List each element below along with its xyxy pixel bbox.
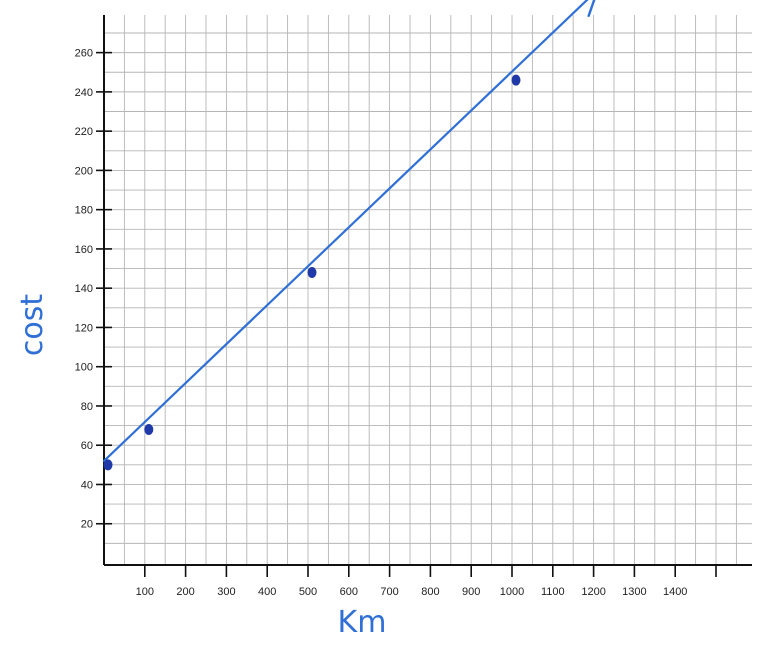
x-tick-label: 1000 <box>500 586 524 598</box>
x-tick-label: 900 <box>462 586 480 598</box>
x-tick-label: 1300 <box>622 586 646 598</box>
trend-line <box>102 0 589 463</box>
x-axis-title: Km <box>338 605 387 640</box>
data-point <box>144 424 154 436</box>
y-tick-label: 100 <box>75 362 93 374</box>
axes <box>103 15 752 566</box>
y-tick-label: 160 <box>75 244 93 256</box>
x-tick-label: 1200 <box>581 586 605 598</box>
data-points <box>103 74 521 471</box>
y-axis-title: cost <box>15 294 50 356</box>
y-tick-label: 260 <box>75 48 93 60</box>
x-tick-label: 400 <box>258 586 276 598</box>
y-tick-label: 200 <box>75 165 93 177</box>
x-tick-label: 800 <box>421 586 439 598</box>
x-tick-label: 300 <box>217 586 235 598</box>
y-tick-label: 240 <box>75 87 93 99</box>
y-tick-label: 20 <box>81 519 93 531</box>
ticks <box>96 51 717 577</box>
y-tick-labels: 20 40 60 80 100 120 140 160 180 200 220 240 260 <box>75 48 93 531</box>
data-point <box>511 74 521 86</box>
x-tick-label: 600 <box>340 586 358 598</box>
x-tick-label: 700 <box>380 586 398 598</box>
x-tick-label: 1100 <box>541 586 565 598</box>
x-tick-label: 500 <box>299 586 317 598</box>
x-tick-labels: 100 200 300 400 500 600 700 800 900 1000 1100 1200 1… <box>136 586 688 598</box>
trend-line-group <box>102 0 596 463</box>
x-tick-label: 200 <box>176 586 194 598</box>
y-tick-label: 120 <box>75 322 93 334</box>
grid-lines <box>104 15 752 565</box>
x-tick-label: 1400 <box>663 586 687 598</box>
y-tick-label: 80 <box>81 401 93 413</box>
y-tick-label: 60 <box>81 440 93 452</box>
y-tick-label: 140 <box>75 283 93 295</box>
data-point <box>307 266 317 278</box>
trend-arrow-head <box>587 0 596 18</box>
x-tick-label: 100 <box>136 586 154 598</box>
y-tick-label: 220 <box>75 126 93 138</box>
y-tick-label: 180 <box>75 205 93 217</box>
data-point <box>103 459 113 471</box>
y-tick-label: 40 <box>81 479 93 491</box>
